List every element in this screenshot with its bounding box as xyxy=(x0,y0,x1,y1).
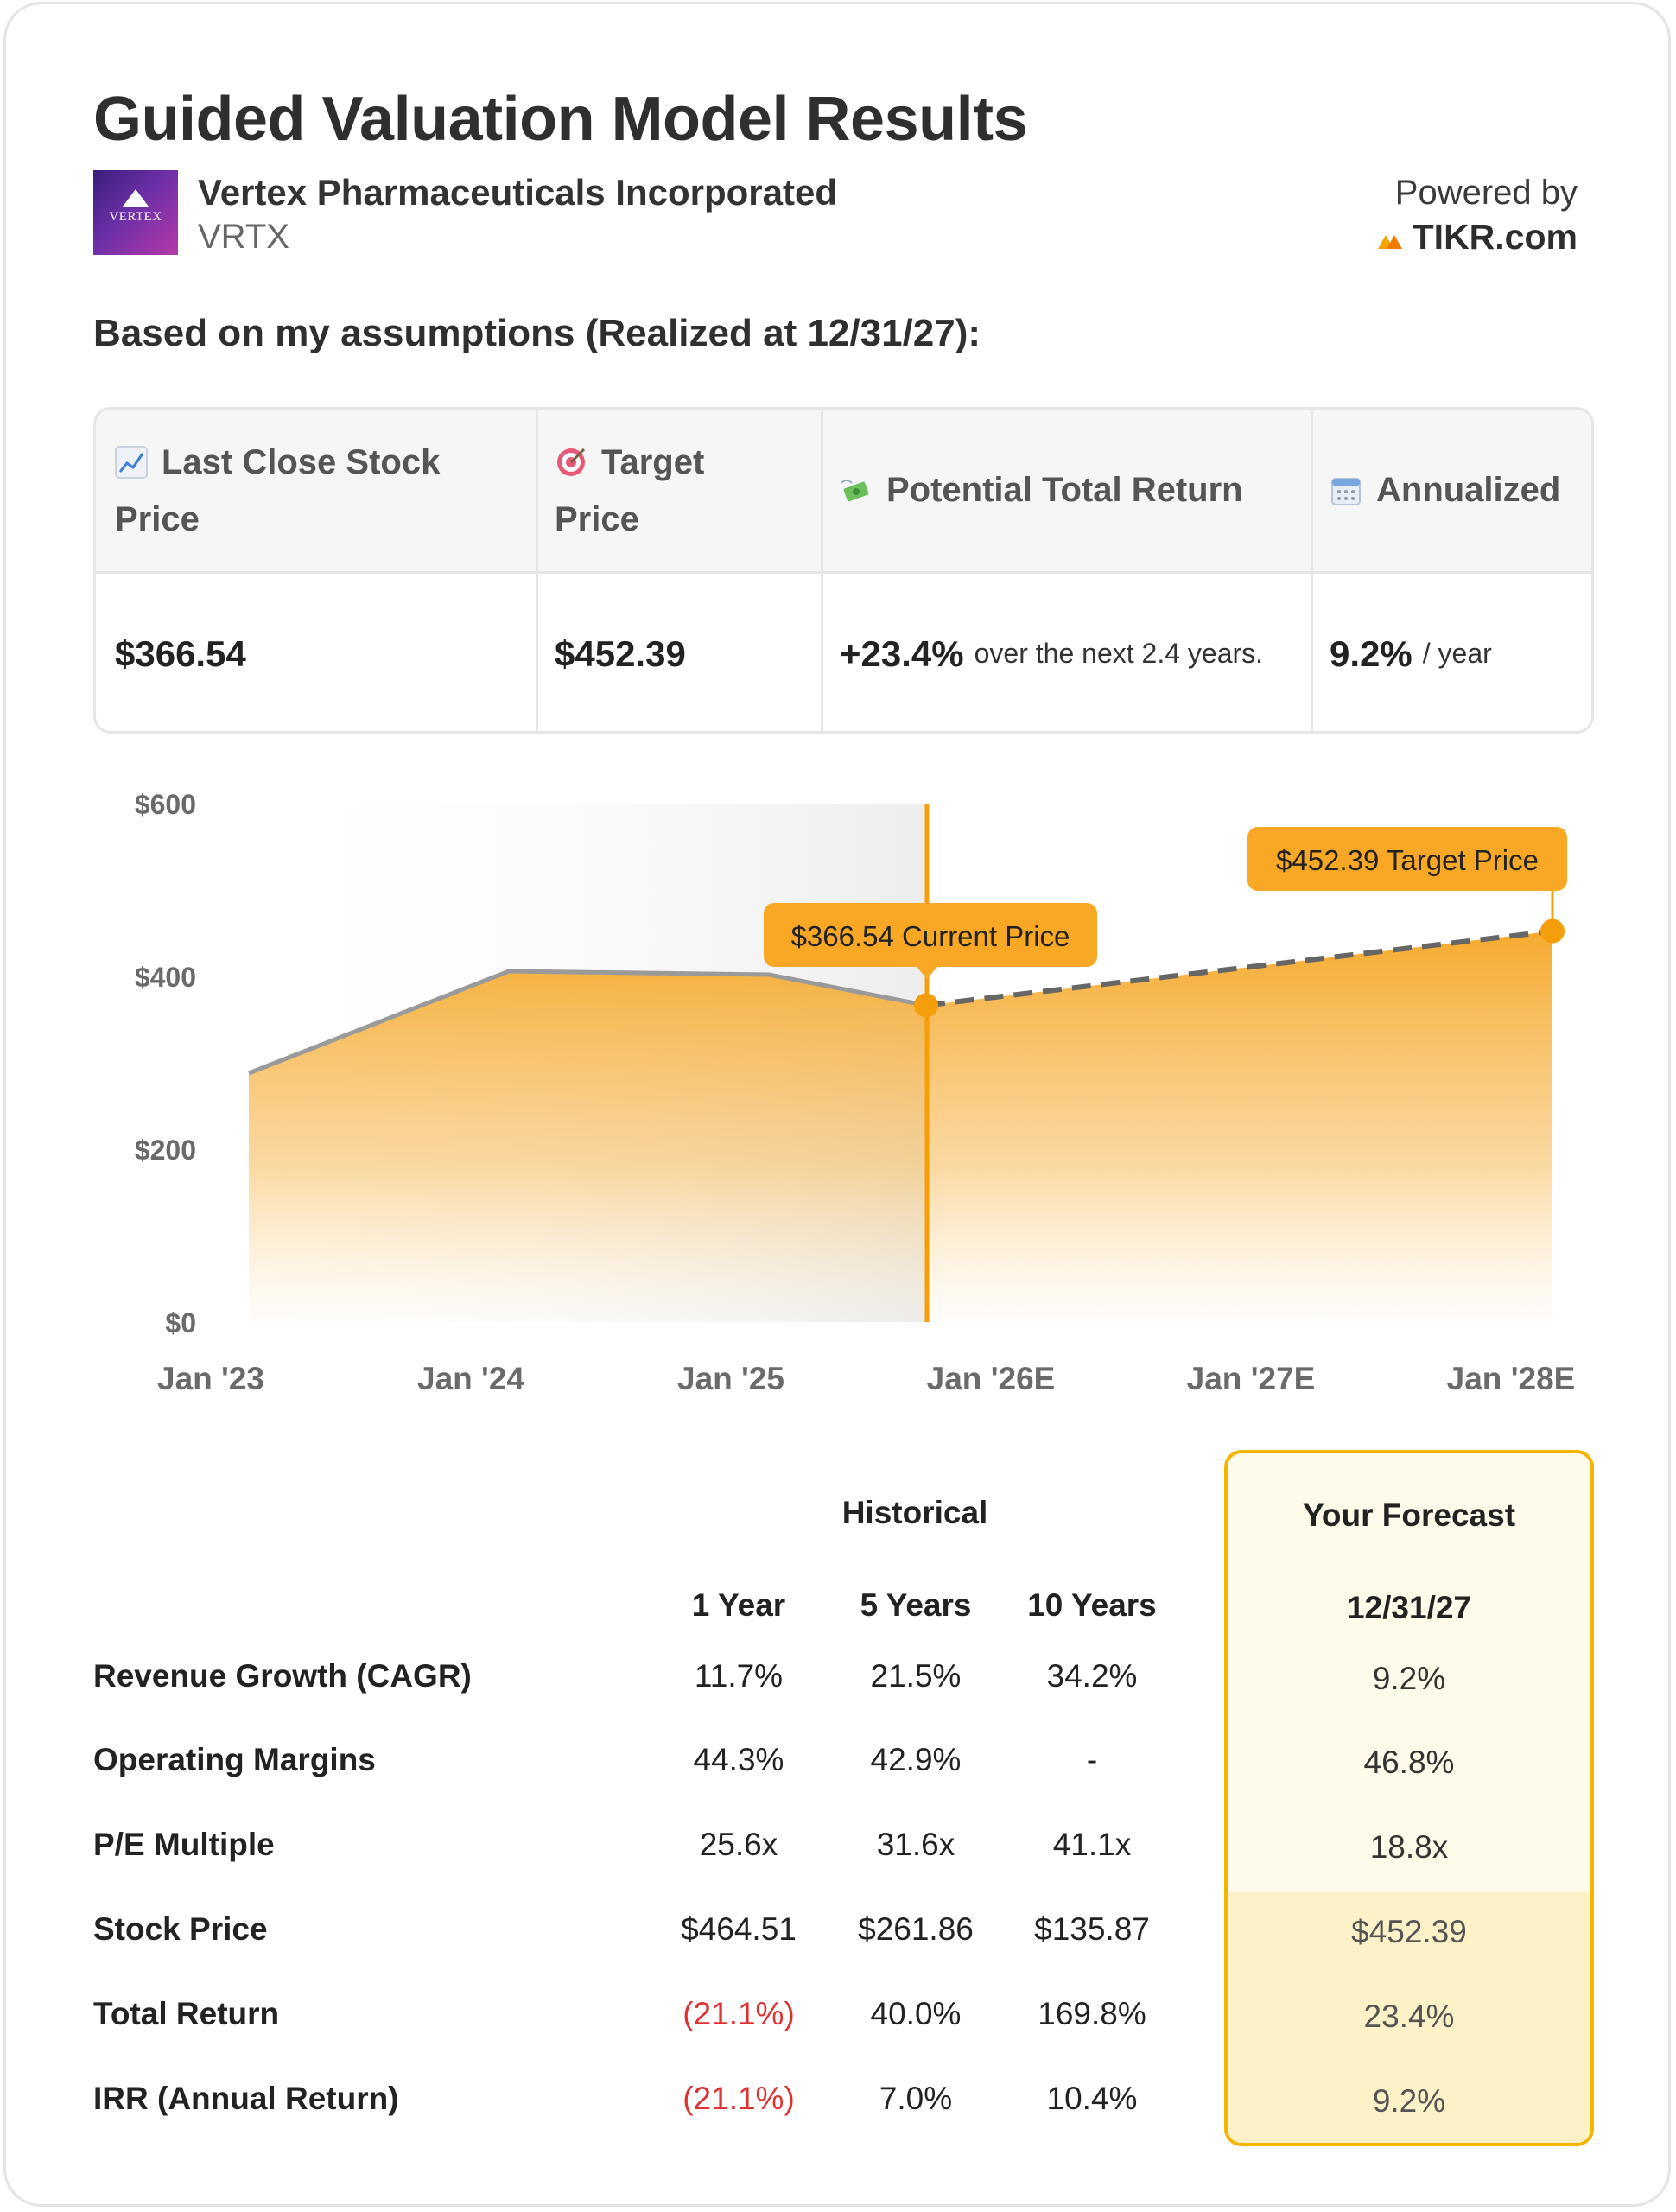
header-last-close: Last Close Stock Price xyxy=(96,410,536,571)
summary-table: Last Close Stock Price Target Price xyxy=(93,407,1594,734)
header-target-line2: Price xyxy=(555,499,639,538)
annualized-note: / year xyxy=(1422,638,1492,669)
chart-increasing-icon xyxy=(115,445,148,479)
powered-by-label: Powered by xyxy=(1394,174,1578,212)
potential-return-pct: +23.4% xyxy=(840,632,964,674)
company-name: Vertex Pharmaceuticals Incorporated xyxy=(198,172,837,213)
column-divider xyxy=(821,410,823,731)
metric-historical-value: 25.6x xyxy=(699,1827,778,1862)
header-last-close-line2: Price xyxy=(115,499,200,538)
header-annualized-label: Annualized xyxy=(1376,471,1561,509)
tikr-brand-text: TIKR.com xyxy=(1412,217,1578,257)
value-last-close: $366.54 xyxy=(115,632,246,674)
forecast-line xyxy=(925,928,1553,1008)
company-ticker: VRTX xyxy=(198,218,289,256)
x-tick-label: Jan '27E xyxy=(1187,1361,1316,1396)
logo-triangle-icon xyxy=(123,189,149,207)
header-target-line1: Target xyxy=(601,442,705,481)
price-area xyxy=(249,931,1552,1322)
metric-historical-value: 31.6x xyxy=(876,1827,955,1862)
annualized-pct: 9.2% xyxy=(1330,632,1413,674)
metric-historical-value: 40.0% xyxy=(870,1996,962,2031)
col-1-year: 1 Year xyxy=(691,1587,786,1623)
metric-row-label: Total Return xyxy=(93,1996,280,2031)
target-price-callout-text: $452.39 Target Price xyxy=(1276,844,1539,876)
historical-line xyxy=(248,969,927,1076)
column-divider xyxy=(536,410,538,731)
y-tick-label: $0 xyxy=(165,1307,196,1338)
metric-row-label: Revenue Growth (CAGR) xyxy=(93,1658,472,1694)
current-price-callout-pointer xyxy=(917,967,937,979)
forecast-date: 12/31/27 xyxy=(1346,1590,1472,1625)
x-tick-label: Jan '25 xyxy=(677,1361,784,1396)
money-with-wings-icon xyxy=(841,479,869,501)
assumptions-heading: Based on my assumptions (Realized at 12/… xyxy=(93,312,981,354)
x-tick-label: Jan '26E xyxy=(927,1361,1056,1396)
metric-historical-value: 21.5% xyxy=(870,1658,962,1694)
metric-historical-value: $261.86 xyxy=(858,1911,974,1947)
y-tick-label: $400 xyxy=(135,962,196,993)
metric-forecast-value: 46.8% xyxy=(1363,1745,1455,1780)
metric-historical-value: 169.8% xyxy=(1038,1996,1146,2031)
metric-historical-value: (21.1%) xyxy=(682,1996,795,2031)
logo-text: VERTEX xyxy=(109,210,162,224)
metric-historical-value: 41.1x xyxy=(1052,1827,1132,1862)
current-price-callout-text: $366.54 Current Price xyxy=(791,920,1070,952)
page-title: Guided Valuation Model Results xyxy=(93,85,1028,154)
metric-historical-value: 34.2% xyxy=(1046,1658,1138,1694)
current-price-marker xyxy=(914,993,938,1018)
metric-historical-value: 10.4% xyxy=(1046,2081,1138,2116)
results-card: Guided Valuation Model Results VERTEX Ve… xyxy=(3,2,1671,2207)
metric-row-label: P/E Multiple xyxy=(93,1827,275,1862)
current-price-callout-box xyxy=(764,903,1097,967)
header-last-close-line1: Last Close Stock xyxy=(162,442,441,481)
header-potential-label: Potential Total Return xyxy=(886,471,1243,509)
potential-return-note: over the next 2.4 years. xyxy=(974,638,1264,669)
metric-historical-value: 42.9% xyxy=(870,1742,962,1777)
header-target-price: Target Price xyxy=(536,410,821,571)
metric-forecast-value: 23.4% xyxy=(1363,1999,1455,2034)
metric-historical-value: 11.7% xyxy=(694,1658,784,1694)
header-annualized: Annualized xyxy=(1311,410,1591,571)
value-target-price: $452.39 xyxy=(555,632,686,674)
forecast-column xyxy=(1224,1450,1594,2146)
metric-row-label: IRR (Annual Return) xyxy=(93,2081,399,2116)
target-price-callout-box xyxy=(1247,827,1567,891)
forecast-highlight-band xyxy=(1228,1892,1590,2143)
metric-historical-value: 44.3% xyxy=(693,1742,784,1777)
target-icon xyxy=(557,448,586,476)
tikr-logo-icon xyxy=(1377,234,1402,249)
metric-row-label: Stock Price xyxy=(93,1911,268,1947)
metric-historical-value: 7.0% xyxy=(879,2081,953,2116)
x-tick-label: Jan '28E xyxy=(1447,1361,1576,1396)
metric-historical-value: $464.51 xyxy=(681,1911,797,1947)
tikr-brand[interactable]: TIKR.com xyxy=(1377,217,1578,257)
col-10-years: 10 Years xyxy=(1027,1587,1157,1623)
metric-forecast-value: 9.2% xyxy=(1372,1661,1446,1696)
metric-row-label: Operating Margins xyxy=(93,1742,376,1777)
historical-header: Historical xyxy=(841,1495,988,1530)
col-5-years: 5 Years xyxy=(860,1587,972,1623)
x-tick-label: Jan '24 xyxy=(417,1361,524,1396)
price-chart: $366.54 Current Price $452.39 Target Pric… xyxy=(135,789,1576,1396)
metric-forecast-value: 18.8x xyxy=(1369,1829,1449,1865)
y-tick-label: $200 xyxy=(135,1135,196,1166)
forecast-header: Your Forecast xyxy=(1302,1497,1516,1533)
metric-historical-value: - xyxy=(1086,1742,1098,1777)
y-tick-label: $600 xyxy=(135,789,196,820)
metric-historical-value: (21.1%) xyxy=(682,2081,795,2116)
metric-historical-value: $135.87 xyxy=(1034,1911,1150,1947)
company-logo: VERTEX xyxy=(93,170,178,255)
header-potential-return: Potential Total Return xyxy=(821,410,1311,571)
value-annualized: 9.2% / year xyxy=(1311,574,1591,731)
calendar-icon xyxy=(1331,477,1361,505)
target-price-marker xyxy=(1540,918,1565,944)
x-tick-label: Jan '23 xyxy=(157,1361,264,1396)
metric-forecast-value: 9.2% xyxy=(1372,2083,1446,2119)
value-potential-return: +23.4% over the next 2.4 years. xyxy=(821,574,1311,731)
column-divider xyxy=(1311,410,1313,731)
metric-forecast-value: $452.39 xyxy=(1351,1914,1467,1949)
